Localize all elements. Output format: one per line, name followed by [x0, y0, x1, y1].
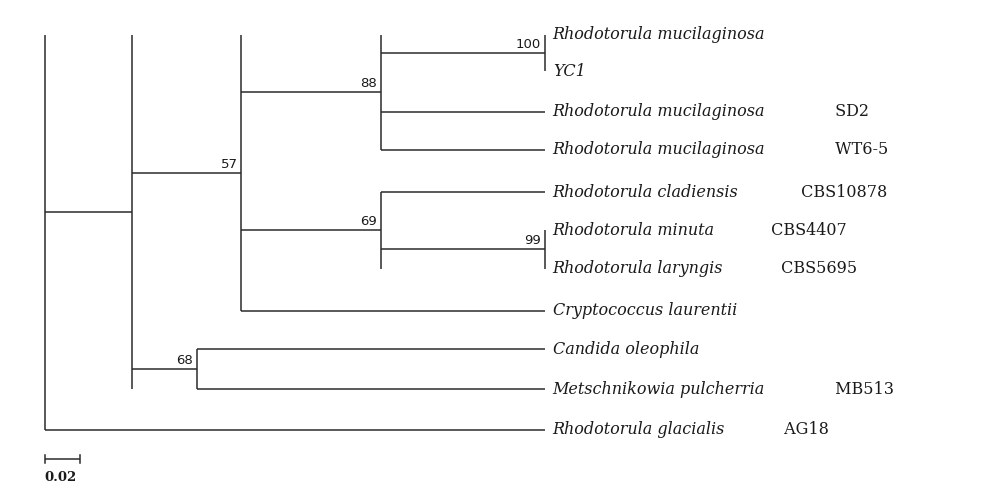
Text: 88: 88 [360, 78, 377, 90]
Text: CBS10878: CBS10878 [796, 183, 887, 201]
Text: AG18: AG18 [779, 421, 829, 438]
Text: Rhodotorula cladiensis: Rhodotorula cladiensis [553, 183, 738, 201]
Text: 0.02: 0.02 [45, 471, 77, 484]
Text: Cryptococcus laurentii: Cryptococcus laurentii [553, 303, 737, 319]
Text: YC1: YC1 [553, 63, 585, 80]
Text: WT6-5: WT6-5 [830, 141, 889, 158]
Text: 100: 100 [516, 38, 541, 51]
Text: CBS4407: CBS4407 [766, 222, 846, 239]
Text: 69: 69 [360, 215, 377, 228]
Text: Rhodotorula glacialis: Rhodotorula glacialis [553, 421, 725, 438]
Text: Rhodotorula minuta: Rhodotorula minuta [553, 222, 715, 239]
Text: 57: 57 [220, 158, 237, 171]
Text: Rhodotorula laryngis: Rhodotorula laryngis [553, 260, 723, 277]
Text: Rhodotorula mucilaginosa: Rhodotorula mucilaginosa [553, 26, 765, 43]
Text: Rhodotorula mucilaginosa: Rhodotorula mucilaginosa [553, 103, 765, 120]
Text: 68: 68 [176, 354, 193, 367]
Text: Rhodotorula mucilaginosa: Rhodotorula mucilaginosa [553, 141, 765, 158]
Text: 99: 99 [524, 234, 541, 247]
Text: Candida oleophila: Candida oleophila [553, 341, 699, 358]
Text: CBS5695: CBS5695 [776, 260, 858, 277]
Text: Metschnikowia pulcherria: Metschnikowia pulcherria [553, 381, 765, 398]
Text: MB513: MB513 [830, 381, 894, 398]
Text: SD2: SD2 [830, 103, 869, 120]
